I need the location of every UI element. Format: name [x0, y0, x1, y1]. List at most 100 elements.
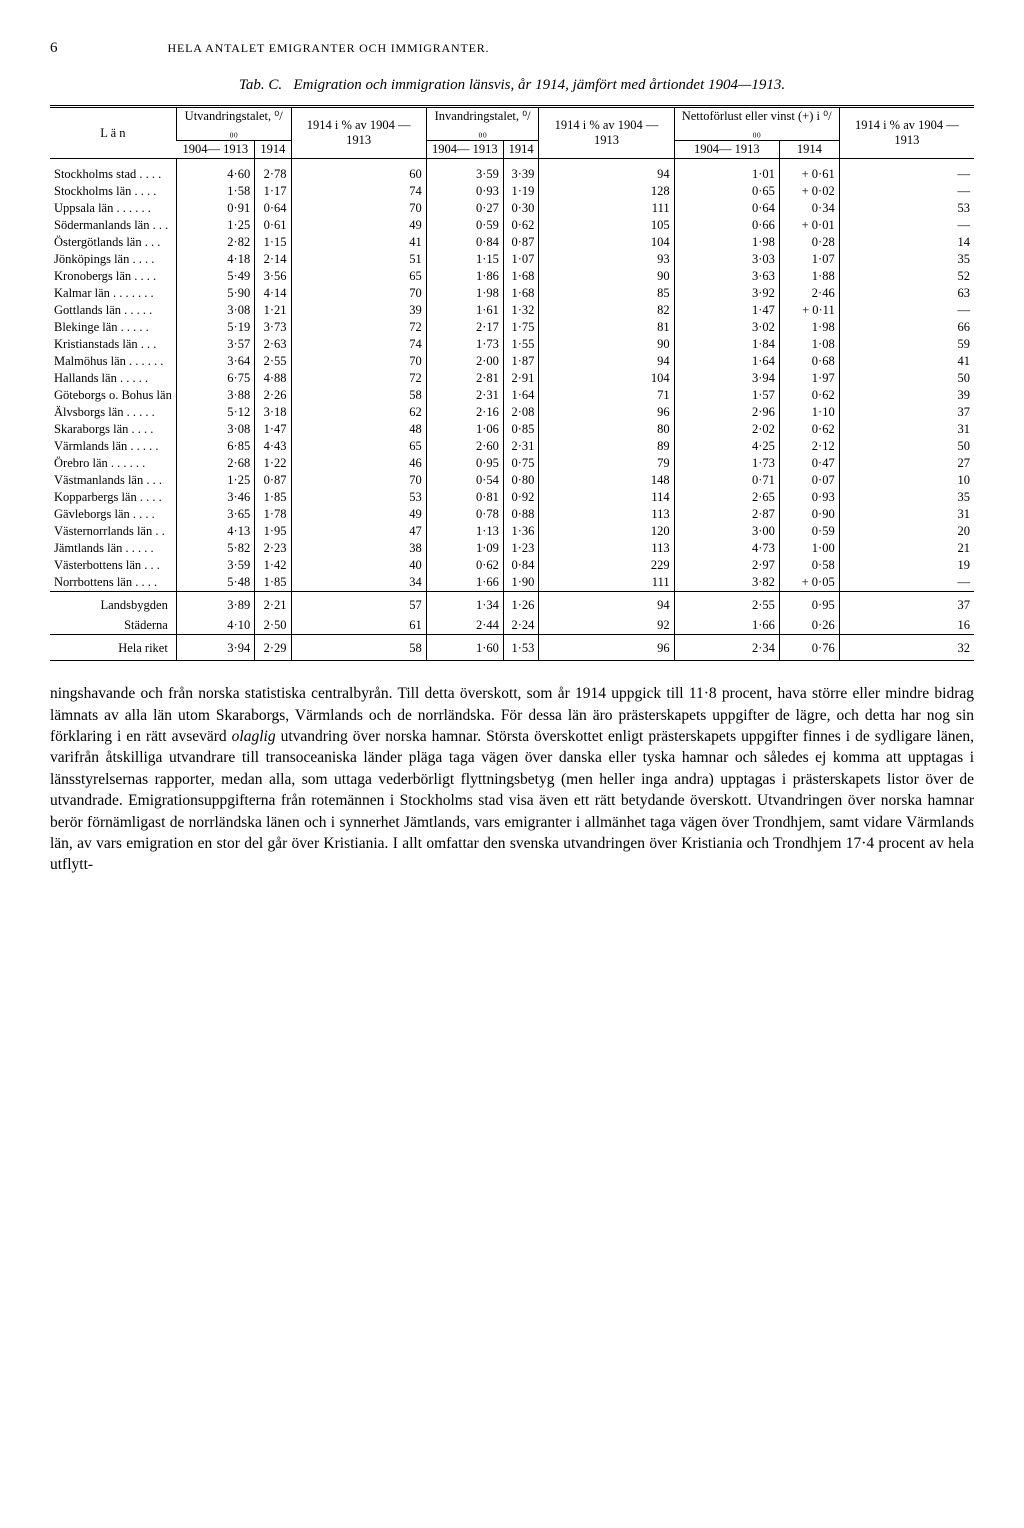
cell-lan: Örebro län . . . . . . — [50, 455, 176, 472]
cell-value: 0·78 — [426, 506, 503, 523]
cell-lan: Hela riket — [50, 635, 176, 661]
cell-value: 2·16 — [426, 404, 503, 421]
cell-value: — — [839, 183, 974, 200]
cell-value: 3·57 — [176, 336, 254, 353]
cell-value: 0·59 — [426, 217, 503, 234]
cell-value: 70 — [291, 472, 426, 489]
cell-value: 0·64 — [255, 200, 291, 217]
cell-value: 0·47 — [779, 455, 839, 472]
cell-value: 0·07 — [779, 472, 839, 489]
cell-value: 82 — [539, 302, 674, 319]
cell-value: 35 — [839, 251, 974, 268]
cell-value: 3·94 — [176, 635, 254, 661]
cell-value: 96 — [539, 635, 674, 661]
cell-value: 3·08 — [176, 421, 254, 438]
col-inv-1904: 1904— 1913 — [426, 141, 503, 159]
cell-value: 1·73 — [426, 336, 503, 353]
cell-lan: Kalmar län . . . . . . . — [50, 285, 176, 302]
col-nett: Nettoför­lust eller vinst (+) i ⁰/₀₀ — [674, 107, 839, 141]
cell-value: 1·15 — [426, 251, 503, 268]
cell-value: 19 — [839, 557, 974, 574]
cell-value: 2·14 — [255, 251, 291, 268]
cell-lan: Norrbottens län . . . . — [50, 574, 176, 592]
cell-value: 59 — [839, 336, 974, 353]
table-row: Gävleborgs län . . . .3·651·78490·780·88… — [50, 506, 974, 523]
cell-lan: Östergötlands län . . . — [50, 234, 176, 251]
cell-value: 0·34 — [779, 200, 839, 217]
cell-value: 1·26 — [503, 592, 539, 615]
table-row: Kronobergs län . . . .5·493·56651·861·68… — [50, 268, 974, 285]
cell-value: 48 — [291, 421, 426, 438]
cell-value: 1·53 — [503, 635, 539, 661]
cell-lan: Göteborgs o. Bohus län — [50, 387, 176, 404]
cell-value: 50 — [839, 370, 974, 387]
cell-lan: Hallands län . . . . . — [50, 370, 176, 387]
table-row: Städerna4·102·50612·442·24921·660·2616 — [50, 614, 974, 635]
cell-value: 1·90 — [503, 574, 539, 592]
cell-value: 113 — [539, 506, 674, 523]
cell-value: 4·88 — [255, 370, 291, 387]
cell-value: 1·78 — [255, 506, 291, 523]
cell-value: 2·00 — [426, 353, 503, 370]
cell-value: 70 — [291, 353, 426, 370]
cell-value: 4·73 — [674, 540, 779, 557]
cell-value: 0·54 — [426, 472, 503, 489]
cell-value: 0·92 — [503, 489, 539, 506]
cell-value: 72 — [291, 319, 426, 336]
cell-value: 90 — [539, 336, 674, 353]
col-nett-1914: 1914 — [779, 141, 839, 159]
cell-value: 0·62 — [779, 421, 839, 438]
cell-value: 111 — [539, 574, 674, 592]
table-caption-text: Emigration och immigration länsvis, år 1… — [293, 77, 785, 93]
cell-value: 111 — [539, 200, 674, 217]
col-utv-1904: 1904— 1913 — [176, 141, 254, 159]
col-inv-pct: 1914 i % av 1904 —1913 — [539, 107, 674, 159]
cell-value: 94 — [539, 353, 674, 370]
table-label: Tab. C. — [239, 77, 282, 93]
cell-lan: Kronobergs län . . . . — [50, 268, 176, 285]
cell-value: 20 — [839, 523, 974, 540]
cell-value: 0·62 — [503, 217, 539, 234]
cell-value: 2·31 — [426, 387, 503, 404]
cell-value: 2·21 — [255, 592, 291, 615]
cell-lan: Jönköpings län . . . . — [50, 251, 176, 268]
cell-value: 4·13 — [176, 523, 254, 540]
cell-value: 1·58 — [176, 183, 254, 200]
cell-value: 2·26 — [255, 387, 291, 404]
col-inv: Invandrings­talet, ⁰/₀₀ — [426, 107, 539, 141]
cell-value: + 0·11 — [779, 302, 839, 319]
cell-value: 10 — [839, 472, 974, 489]
cell-value: 89 — [539, 438, 674, 455]
cell-value: 1·36 — [503, 523, 539, 540]
cell-value: 1·60 — [426, 635, 503, 661]
cell-value: 32 — [839, 635, 974, 661]
cell-value: + 0·05 — [779, 574, 839, 592]
cell-value: 94 — [539, 159, 674, 184]
cell-value: 2·60 — [426, 438, 503, 455]
cell-value: 1·84 — [674, 336, 779, 353]
cell-value: 2·12 — [779, 438, 839, 455]
cell-value: 2·31 — [503, 438, 539, 455]
table-row: Blekinge län . . . . .5·193·73722·171·75… — [50, 319, 974, 336]
cell-value: 37 — [839, 592, 974, 615]
cell-value: 0·68 — [779, 353, 839, 370]
cell-lan: Kristianstads län . . . — [50, 336, 176, 353]
table-row: Gottlands län . . . . .3·081·21391·611·3… — [50, 302, 974, 319]
cell-value: 1·22 — [255, 455, 291, 472]
cell-value: 2·55 — [674, 592, 779, 615]
cell-value: 2·29 — [255, 635, 291, 661]
page-number: 6 — [50, 40, 58, 57]
cell-value: 1·55 — [503, 336, 539, 353]
cell-value: 71 — [539, 387, 674, 404]
cell-value: 2·68 — [176, 455, 254, 472]
cell-value: 1·47 — [255, 421, 291, 438]
cell-lan: Kopparbergs län . . . . — [50, 489, 176, 506]
cell-value: 5·12 — [176, 404, 254, 421]
cell-value: 2·82 — [176, 234, 254, 251]
cell-value: 65 — [291, 268, 426, 285]
cell-value: 3·59 — [176, 557, 254, 574]
cell-value: 2·50 — [255, 614, 291, 635]
table-row: Hallands län . . . . .6·754·88722·812·91… — [50, 370, 974, 387]
cell-value: 16 — [839, 614, 974, 635]
cell-value: 5·48 — [176, 574, 254, 592]
